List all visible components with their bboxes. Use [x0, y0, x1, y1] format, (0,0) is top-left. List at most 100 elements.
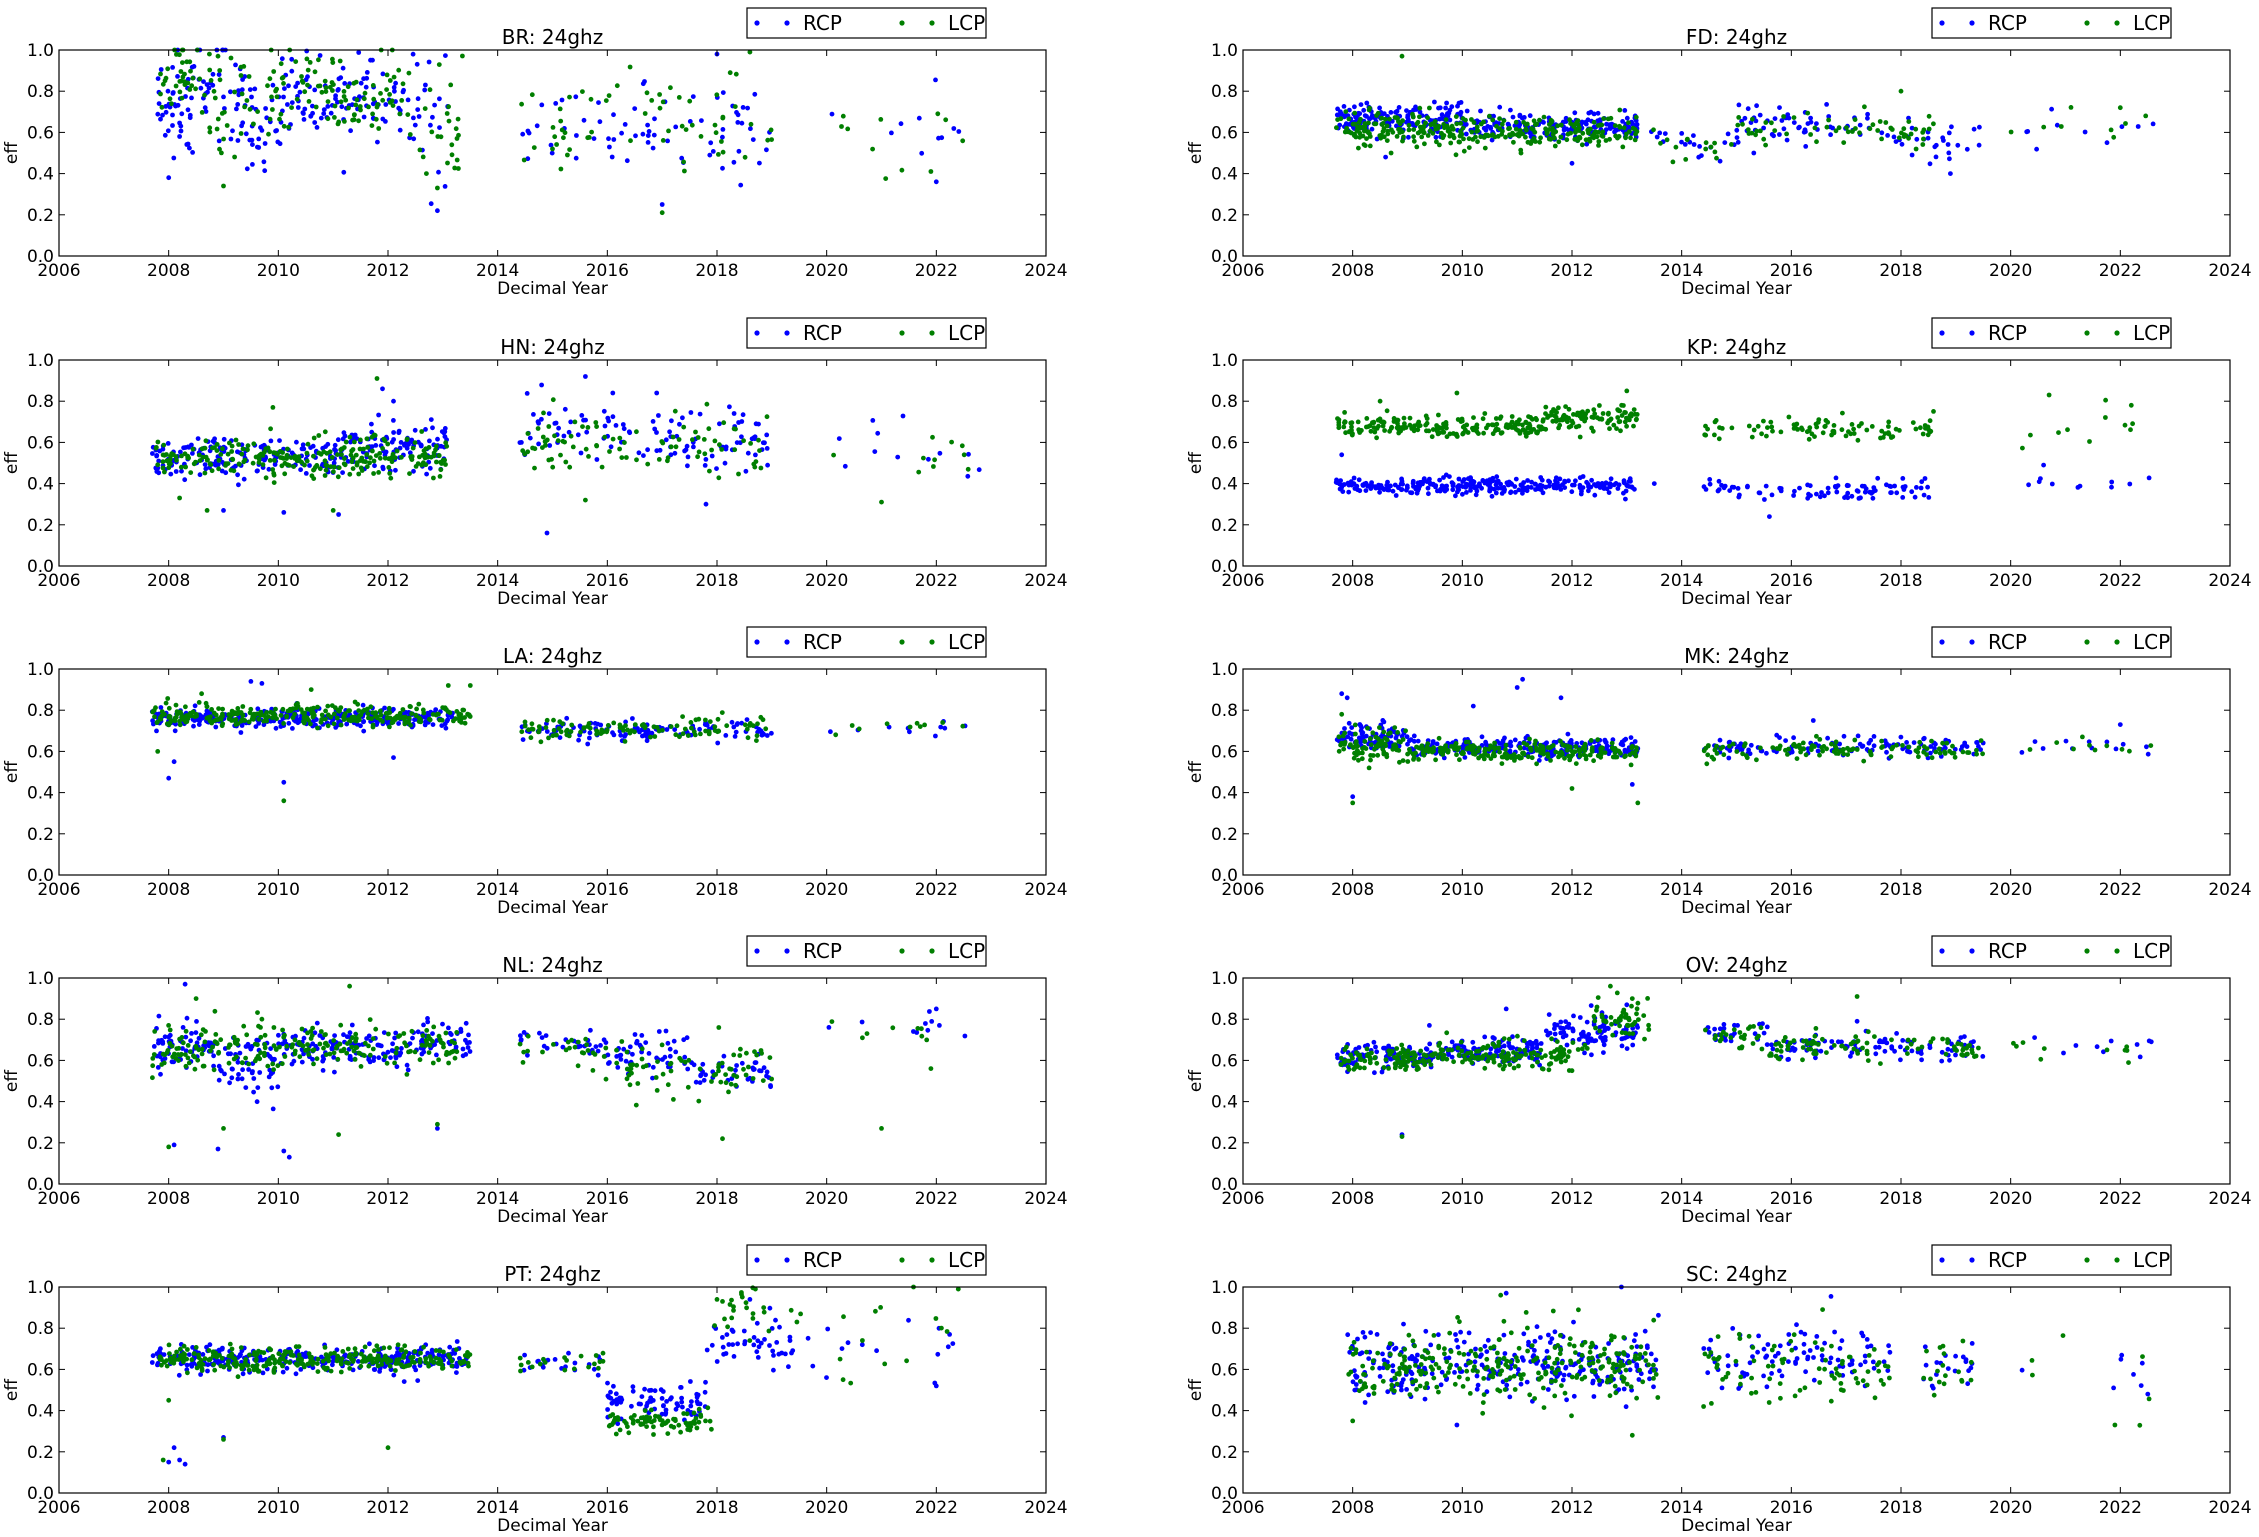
y-tick-label: 1.0 — [27, 41, 54, 61]
data-point — [1918, 485, 1924, 491]
data-point — [1523, 122, 1529, 127]
data-point — [213, 462, 219, 468]
data-point — [1367, 105, 1372, 111]
y-axis-label: eff — [1186, 451, 1206, 474]
data-point — [462, 720, 468, 726]
data-point — [1727, 748, 1733, 753]
data-point — [1483, 742, 1489, 747]
data-point — [422, 106, 428, 111]
data-point — [1423, 413, 1429, 419]
data-point — [1386, 731, 1391, 737]
data-point — [389, 459, 395, 465]
data-point — [1703, 487, 1709, 492]
data-point — [303, 471, 309, 476]
data-point — [446, 104, 451, 110]
data-point — [1537, 139, 1543, 145]
data-point — [1601, 116, 1606, 121]
data-point — [732, 104, 738, 109]
data-point — [707, 152, 713, 158]
data-point — [1964, 146, 1970, 152]
data-point — [756, 437, 761, 443]
data-point — [839, 124, 844, 129]
data-point — [1547, 122, 1552, 127]
data-point — [1405, 759, 1411, 764]
data-point — [399, 715, 405, 720]
data-point — [1824, 102, 1829, 107]
data-point — [1764, 433, 1769, 439]
data-point — [1871, 734, 1877, 739]
data-point — [155, 439, 161, 445]
x-tick-label: 2010 — [1441, 571, 1484, 591]
data-point — [630, 716, 635, 721]
x-tick-label: 2024 — [2208, 261, 2251, 281]
data-point — [1582, 741, 1588, 747]
data-point — [1447, 133, 1453, 139]
data-point — [1729, 425, 1735, 431]
data-point — [1611, 746, 1616, 752]
data-points — [155, 47, 966, 216]
data-point — [1719, 426, 1725, 431]
data-point — [158, 91, 163, 97]
data-point — [666, 128, 671, 134]
data-point — [212, 95, 218, 101]
data-point — [435, 436, 440, 442]
data-point — [1423, 120, 1428, 126]
data-point — [1342, 114, 1347, 120]
data-point — [1546, 136, 1552, 141]
data-point — [199, 714, 205, 720]
data-point — [1550, 125, 1555, 131]
data-point — [268, 426, 273, 432]
data-point — [1356, 125, 1362, 131]
data-point — [712, 122, 718, 128]
data-point — [1558, 695, 1564, 701]
data-point — [436, 453, 442, 459]
data-point — [1926, 126, 1932, 132]
data-point — [1436, 735, 1442, 741]
data-point — [879, 499, 884, 505]
data-point — [602, 434, 608, 440]
y-axis: 0.00.20.40.60.81.0 — [27, 41, 1046, 267]
y-tick-label: 0.6 — [1211, 433, 1238, 453]
x-tick-label: 2016 — [586, 571, 629, 591]
data-point — [1712, 149, 1718, 155]
data-point — [1793, 425, 1798, 431]
data-point — [325, 99, 331, 104]
data-point — [1458, 121, 1464, 126]
legend-label: RCP — [803, 630, 842, 654]
data-point — [214, 442, 220, 447]
data-point — [1560, 742, 1566, 748]
data-point — [1419, 134, 1425, 140]
data-point — [1425, 115, 1430, 121]
data-point — [249, 94, 254, 100]
data-point — [173, 702, 179, 708]
data-point — [681, 424, 687, 430]
data-point — [1808, 493, 1813, 498]
data-point — [568, 729, 574, 734]
data-point — [364, 464, 370, 470]
data-point — [546, 411, 552, 416]
data-point — [1850, 129, 1855, 134]
data-point — [1896, 135, 1902, 141]
data-point — [454, 157, 460, 163]
data-point — [1819, 490, 1824, 495]
data-point — [1907, 749, 1913, 755]
data-point — [668, 85, 673, 91]
data-point — [1434, 423, 1439, 428]
data-point — [1879, 136, 1884, 142]
data-point — [318, 115, 324, 121]
data-point — [1912, 494, 1918, 500]
data-point — [1886, 419, 1892, 425]
data-point — [1783, 738, 1788, 743]
data-point — [343, 97, 349, 103]
y-tick-label: 0.8 — [27, 82, 54, 102]
data-point — [649, 98, 655, 103]
data-point — [1523, 485, 1529, 491]
data-points — [1334, 53, 2156, 177]
data-point — [1845, 129, 1851, 135]
data-point — [179, 715, 185, 721]
data-point — [1862, 489, 1868, 495]
data-point — [1914, 485, 1919, 490]
data-point — [1348, 420, 1354, 426]
data-point — [740, 412, 746, 418]
data-point — [682, 726, 688, 732]
